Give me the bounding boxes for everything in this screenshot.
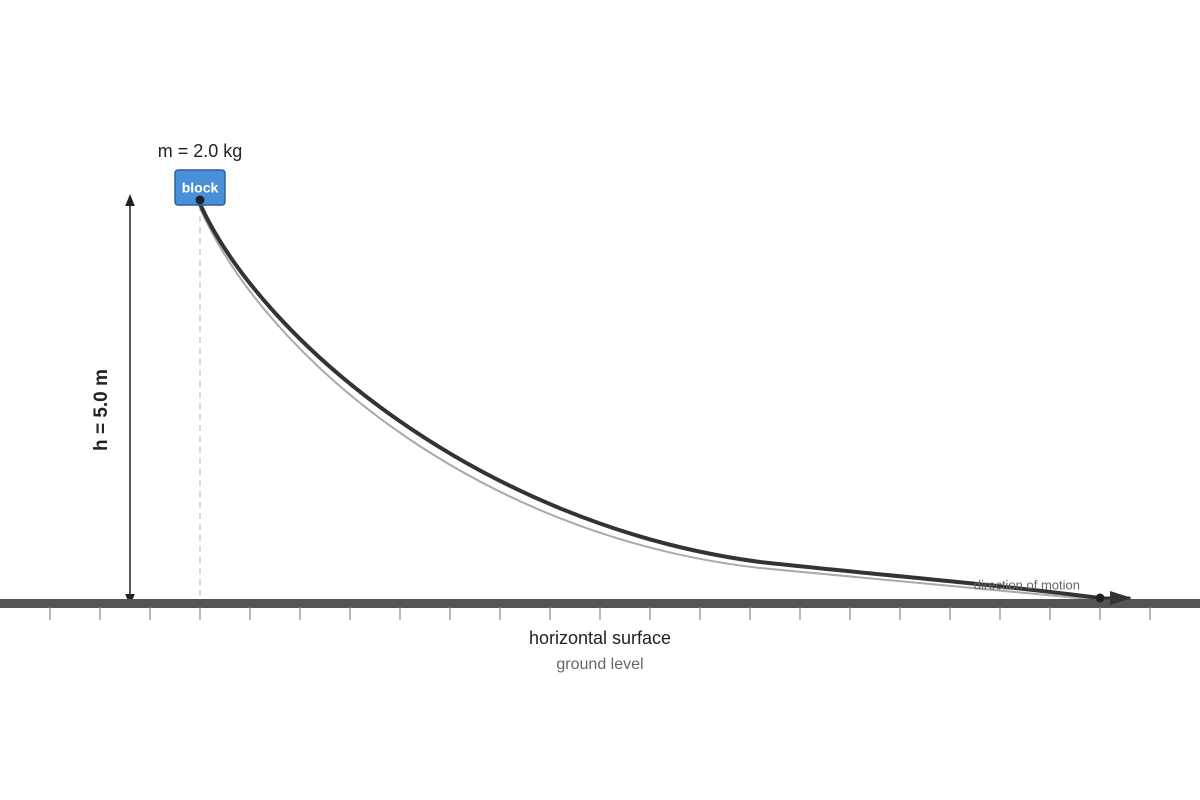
start-point xyxy=(195,195,205,205)
trajectory xyxy=(198,203,1101,600)
path-shadow xyxy=(199,207,1101,601)
motion-arrow-head xyxy=(1110,591,1132,605)
ground xyxy=(0,599,1200,608)
block xyxy=(174,169,226,206)
motion-label: direction of motion xyxy=(974,577,1080,592)
mass-label: m = 2.0 kg xyxy=(158,141,243,161)
surface-label: horizontal surface xyxy=(529,628,671,648)
block-label: block xyxy=(182,180,219,196)
surface-sublabel: ground level xyxy=(556,656,643,673)
end-point xyxy=(1095,593,1105,603)
height-label: h = 5.0 m xyxy=(91,369,112,451)
ground-ticks xyxy=(49,607,1151,620)
